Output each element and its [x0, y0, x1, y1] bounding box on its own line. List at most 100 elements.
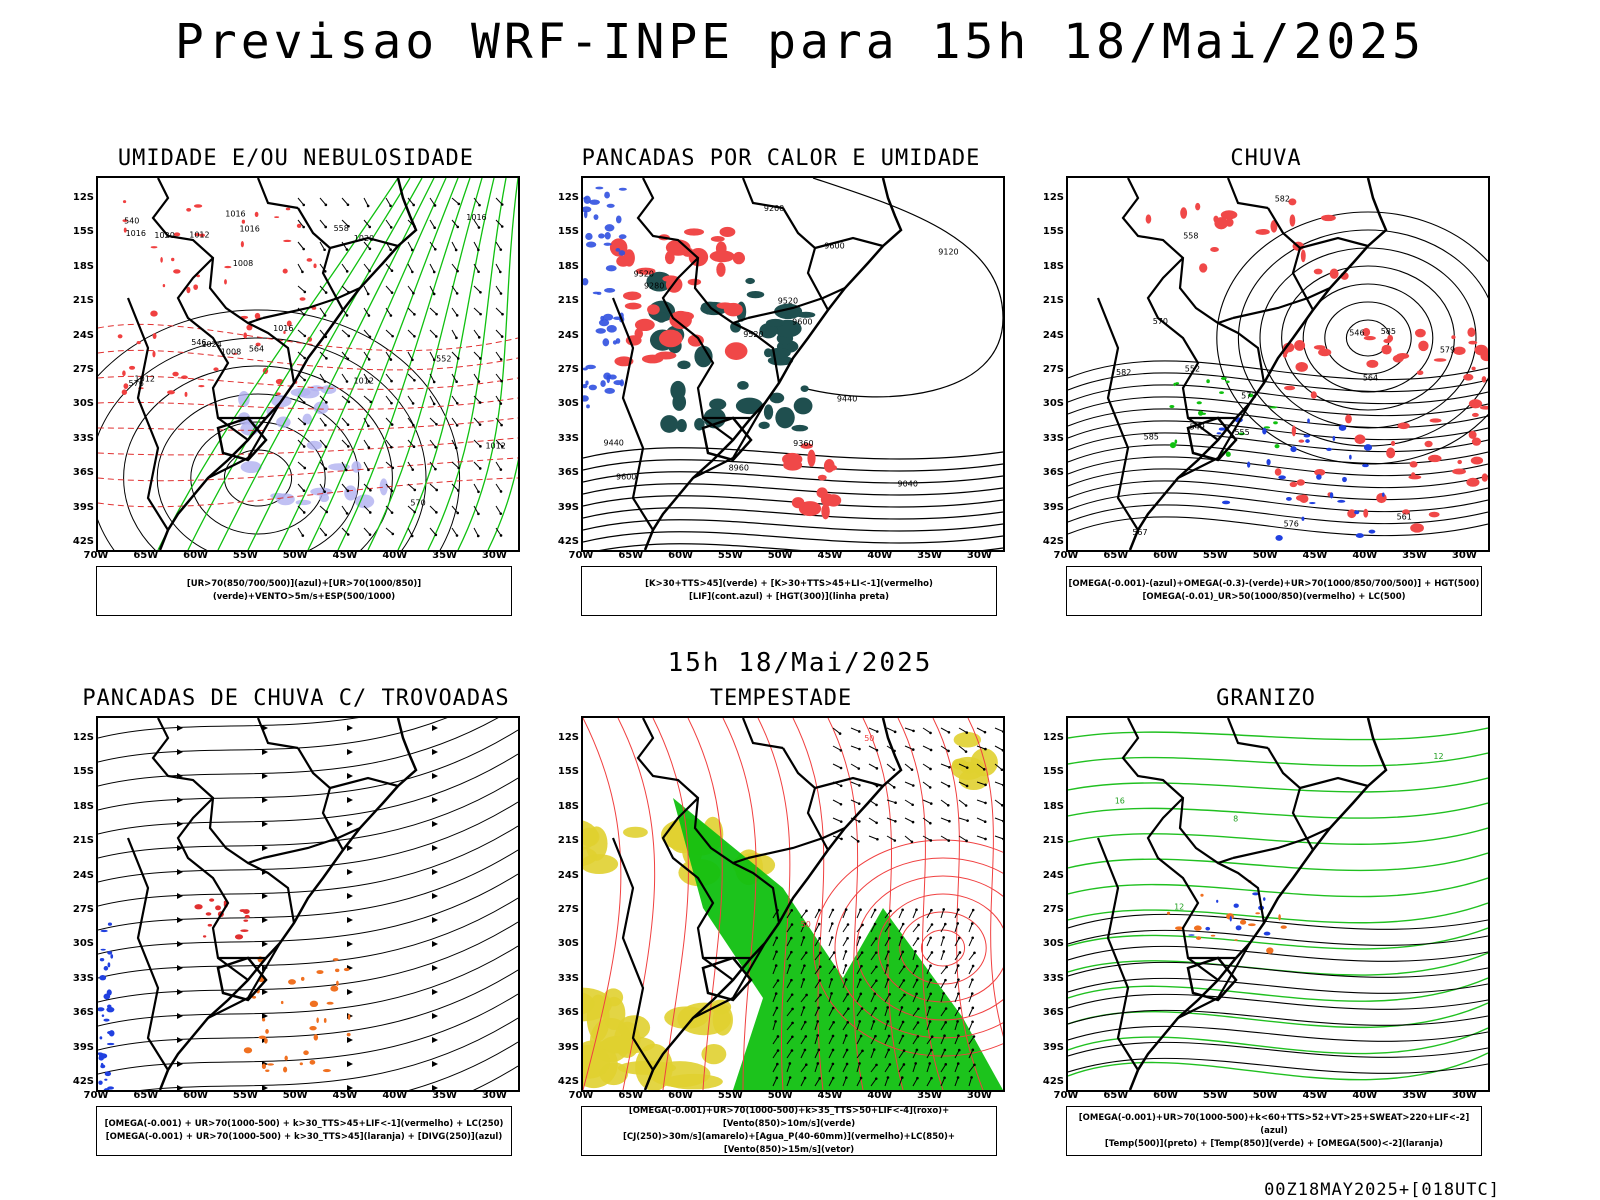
- wind-vector: [884, 1064, 891, 1073]
- lat-tick-label: 33S: [557, 972, 579, 984]
- wind-vector: [455, 314, 459, 317]
- height-contour: [583, 483, 1003, 496]
- wind-vector: [898, 937, 903, 947]
- wind-vector: [901, 950, 905, 954]
- rain-red-area: [1418, 340, 1429, 352]
- streamline-arrow: [262, 1085, 268, 1090]
- streamline-250: [98, 718, 359, 739]
- wind-vector: [1000, 768, 1003, 772]
- wind-vector: [976, 745, 986, 750]
- wind-vector: [884, 1049, 890, 1059]
- wind-vector: [954, 937, 960, 947]
- wind-vector: [413, 335, 416, 338]
- temp-850-green-contour: [1068, 902, 1488, 924]
- wind-vector: [456, 489, 460, 492]
- divergence-blue-area: [98, 1055, 104, 1061]
- wind-vector: [500, 203, 504, 206]
- lif-blue-contour: [604, 224, 615, 232]
- contour-label: 1016: [466, 213, 486, 222]
- lif-blue-contour: [589, 199, 600, 205]
- streamline-arrow: [347, 773, 353, 779]
- contour-label: 585: [1381, 327, 1396, 336]
- lat-tick-label: 15S: [72, 226, 94, 238]
- wind-vector: [861, 1049, 864, 1053]
- humidity-blue-area: [297, 387, 320, 399]
- wind-vector: [344, 468, 348, 472]
- rain-red-area: [1291, 425, 1296, 437]
- wind-vector: [297, 461, 306, 469]
- wind-vector: [842, 965, 847, 975]
- wind-vector: [816, 1034, 819, 1037]
- humidity-red-area: [285, 207, 291, 211]
- contour-label: 9600: [792, 317, 812, 326]
- streamline-250: [98, 849, 518, 931]
- wind-vector: [817, 1048, 821, 1052]
- wind-vector: [958, 951, 962, 954]
- lif-blue-contour: [585, 364, 596, 370]
- wind-vector: [901, 922, 905, 926]
- wind-vector: [495, 219, 503, 227]
- lif-blue-contour: [604, 232, 611, 240]
- wind-vector: [802, 1006, 806, 1009]
- wind-vector: [413, 488, 417, 492]
- height-500-contour: [1068, 480, 1488, 501]
- wind-vector: [495, 285, 502, 294]
- lon-tick-label: 35W: [432, 550, 458, 561]
- legend-line: [UR>70(850/700/500)](azul)+[UR>70(1000/8…: [186, 579, 422, 602]
- instability-green-area: [677, 360, 691, 370]
- streamline-250: [98, 873, 518, 955]
- lif-blue-contour: [588, 384, 597, 391]
- isobar-line: [98, 309, 461, 550]
- wind-vector: [856, 924, 863, 933]
- wind-vector: [957, 936, 961, 940]
- temp-850-green-contour: [1068, 977, 1488, 1002]
- wind-vector: [940, 817, 950, 822]
- wind-vector: [477, 490, 480, 494]
- wind-vector: [786, 994, 793, 1003]
- wind-vector: [903, 993, 906, 997]
- temp-850-green-contour: [1068, 852, 1488, 872]
- wind-vector: [1002, 783, 1003, 787]
- contour-label: 16: [1115, 797, 1125, 806]
- humidity-red-area: [283, 239, 292, 243]
- height-500-contour: [1302, 283, 1434, 393]
- wind-vector: [363, 263, 370, 272]
- wind-vector: [898, 1050, 905, 1059]
- wind-vector: [857, 802, 861, 805]
- wind-vector: [495, 505, 502, 514]
- humidity-red-area: [123, 383, 129, 389]
- temp-850-green-contour: [1068, 777, 1488, 793]
- wind-vector: [368, 269, 371, 273]
- streamline-arrow: [347, 1061, 353, 1067]
- page-title: Previsao WRF-INPE para 15h 18/Mai/2025: [174, 14, 1426, 70]
- divergence-blue-area: [106, 989, 112, 996]
- wind-vector: [363, 527, 371, 536]
- wind-vector: [912, 729, 915, 733]
- divergence-blue-area: [100, 948, 106, 951]
- divergence-blue-area: [104, 1071, 112, 1077]
- lon-tick-label: 30W: [966, 550, 992, 561]
- streamline-arrow: [347, 941, 353, 947]
- lon-tick-label: 45W: [817, 1090, 843, 1101]
- wind-vector: [775, 1076, 779, 1080]
- height-500-contour: [1068, 420, 1488, 441]
- lat-tick-label: 39S: [72, 1041, 94, 1053]
- rain-red-area: [1289, 481, 1298, 488]
- country-border: [732, 322, 781, 384]
- height-500-contour: [1068, 372, 1488, 393]
- lat-tick-label: 21S: [1042, 835, 1064, 847]
- wind-vector: [954, 979, 959, 989]
- wind-vector: [994, 817, 1003, 822]
- storm-orange-area: [300, 976, 305, 981]
- wind-vector: [776, 1035, 780, 1038]
- contour-label: 585: [1144, 433, 1159, 442]
- humidity-red-area: [186, 286, 191, 294]
- wind-vector: [1001, 749, 1003, 752]
- storm-red-area: [244, 914, 250, 919]
- wind-vector: [838, 732, 842, 735]
- contour-label: 561: [1397, 512, 1412, 521]
- country-border: [329, 236, 399, 250]
- wind-vector: [904, 835, 913, 843]
- wind-vector: [816, 1062, 820, 1065]
- wind-vector: [901, 908, 904, 912]
